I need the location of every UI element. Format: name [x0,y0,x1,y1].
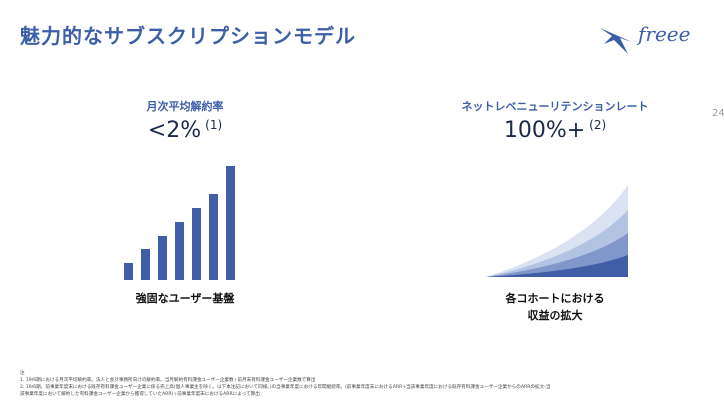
logo-wordmark: freee [638,22,691,46]
churn-rate-label: 月次平均解約率 [146,100,224,113]
nrr-note: (2) [589,118,607,132]
bar-5 [192,208,201,280]
nrr-label: ネットレベニューリテンションレート [461,100,649,113]
nrr-value: 100%+ (2) [460,118,650,143]
bar-4 [175,222,184,280]
page-number: 24 [712,108,724,119]
user-base-caption: 強固なユーザー基盤 [135,292,235,305]
bar-7 [226,166,235,280]
churn-rate-note: (1) [205,118,223,132]
bar-6 [209,194,218,280]
bar-1 [124,263,133,280]
bird-icon [600,28,632,54]
footnote-3: 該事業年度において解約した有料課金ユーザー企業から獲得していたARR)÷前事業年… [20,392,260,397]
churn-rate-number: <2% [147,118,202,143]
cohort-caption-line1: 各コホートにおける [505,292,605,305]
user-base-bar-graphic [124,160,248,280]
cohort-layer-1 [486,255,628,277]
footnote-2: 2. 19/6期。前事業年度末における既存有料課金ユーザー企業に係る売上高(個人… [20,385,551,390]
cohort-area-graphic [486,185,628,277]
cohort-caption: 各コホートにおける 収益の拡大 [470,290,640,324]
cohort-caption-line2: 収益の拡大 [527,309,583,322]
bar-2 [141,249,150,280]
footnote-1: 1. 19/6期における月次平均解約率。法人と会計事務所向けの解約率。当月解約有… [20,378,316,383]
footnote-marker: 注 [20,371,25,376]
freee-logo: freee [598,20,718,60]
churn-rate-value: <2% (1) [110,118,260,143]
bar-3 [158,236,167,280]
footnotes: 注 1. 19/6期における月次平均解約率。法人と会計事務所向けの解約率。当月解… [20,370,720,398]
slide-title: 魅力的なサブスクリプションモデル [20,24,356,48]
nrr-number: 100%+ [503,118,586,143]
